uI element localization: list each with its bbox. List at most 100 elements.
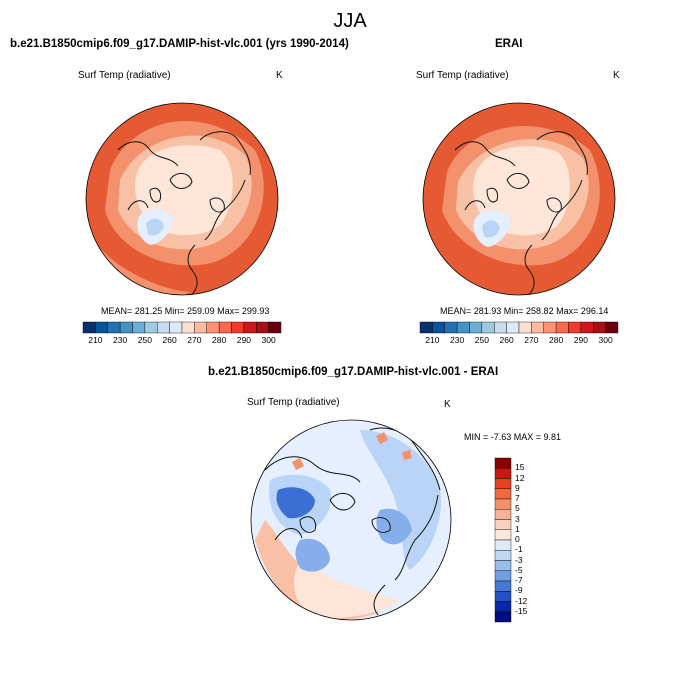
model-colorbar-swatch <box>206 321 220 334</box>
model-colorbar-tick: 290 <box>236 335 251 345</box>
obs-variable-label: Surf Temp (radiative) <box>416 70 509 81</box>
diff-colorbar-tick: 15 <box>515 462 525 473</box>
model-greenland-core <box>146 218 164 236</box>
diff-colorbar-swatch <box>494 457 512 469</box>
diff-colorbar <box>494 457 512 623</box>
model-colorbar-swatch <box>256 321 269 334</box>
diff-colorbar-tick: -9 <box>515 585 523 596</box>
diff-colorbar-tick: 5 <box>515 503 520 514</box>
obs-colorbar-tick: 250 <box>474 335 489 345</box>
model-colorbar-swatch <box>218 321 232 334</box>
diff-colorbar-swatch <box>494 498 512 510</box>
diff-colorbar-tick: 1 <box>515 523 520 534</box>
obs-colorbar-swatch <box>543 321 557 334</box>
obs-colorbar-swatch <box>469 321 483 334</box>
obs-colorbar-tick: 260 <box>499 335 514 345</box>
diff-warm-atlantic <box>255 520 380 620</box>
diff-units-label: K <box>444 399 451 410</box>
diff-map-boundary <box>250 419 452 621</box>
model-units-label: K <box>276 70 283 81</box>
model-colorbar-swatch <box>95 321 108 334</box>
diff-colorbar-tick: 12 <box>515 472 525 483</box>
diff-cool-siberia <box>360 430 441 570</box>
model-colorbar-tick: 260 <box>162 335 177 345</box>
model-colorbar-swatch <box>132 321 146 334</box>
model-colorbar-tick: 300 <box>261 335 276 345</box>
diff-colorbar-swatch <box>494 591 512 602</box>
model-colorbar-tick: 270 <box>187 335 202 345</box>
diff-colorbar-swatch <box>494 611 512 623</box>
diff-colorbar-tick: 0 <box>515 534 520 544</box>
diff-colorbar-tick: -5 <box>515 564 523 575</box>
diff-warm-pale-south <box>294 560 400 618</box>
diff-cool-greenland <box>295 538 330 572</box>
obs-colorbar-swatch <box>555 321 569 334</box>
obs-polar-map <box>422 102 616 296</box>
model-polar-map <box>85 102 279 296</box>
diff-colorbar-tick: -1 <box>515 544 523 555</box>
obs-colorbar-swatch <box>531 321 544 334</box>
obs-colorbar-swatch <box>605 321 619 334</box>
diff-stats: MIN = -7.63 MAX = 9.81 <box>464 432 562 442</box>
obs-colorbar-swatch <box>456 321 470 334</box>
diff-colorbar-tick: -15 <box>515 605 528 616</box>
diff-colorbar-tick: -7 <box>515 575 523 585</box>
obs-colorbar-tick: 210 <box>425 335 440 345</box>
diff-colorbar-swatch <box>494 539 512 551</box>
obs-colorbar-swatch <box>432 321 445 334</box>
obs-map-boundary <box>422 102 616 296</box>
diff-colorbar-tick: -3 <box>515 554 523 565</box>
diff-variable-label: Surf Temp (radiative) <box>247 397 340 408</box>
model-colorbar-tick: 250 <box>137 335 152 345</box>
obs-colorbar-swatch <box>506 321 520 334</box>
diff-colorbar-swatch <box>494 570 512 582</box>
obs-panel-title: ERAI <box>495 38 523 50</box>
obs-colorbar-swatch <box>568 321 582 334</box>
diff-colorbar-swatch <box>494 580 512 592</box>
diff-panel-title: b.e21.B1850cmip6.f09_g17.DAMIP-hist-vlc.… <box>208 366 499 378</box>
figure-title: JJA <box>333 10 367 32</box>
obs-colorbar-swatch <box>444 321 458 334</box>
diff-colorbar-swatch <box>494 509 512 520</box>
model-panel-title: b.e21.B1850cmip6.f09_g17.DAMIP-hist-vlc.… <box>10 38 349 50</box>
obs-colorbar-swatch <box>494 321 507 334</box>
obs-colorbar-swatch <box>593 321 606 334</box>
obs-colorbar-swatch <box>518 321 532 334</box>
diff-colorbar-swatch <box>494 529 512 541</box>
obs-colorbar-tick: 290 <box>573 335 588 345</box>
obs-colorbar-tick: 280 <box>549 335 564 345</box>
model-map-boundary <box>85 102 279 296</box>
obs-colorbar-tick: 230 <box>450 335 465 345</box>
diff-polar-map <box>250 419 452 621</box>
diff-colorbar-tick: 9 <box>515 482 520 493</box>
model-colorbar-swatch <box>194 321 207 334</box>
obs-colorbar-swatch <box>481 321 495 334</box>
diff-colorbar-tick: 3 <box>515 513 520 524</box>
obs-colorbar-swatch <box>419 321 433 334</box>
model-colorbar-swatch <box>268 321 282 334</box>
diff-colorbar-swatch <box>494 601 512 612</box>
diff-cool-canada-core <box>276 487 315 519</box>
obs-stats: MEAN= 281.93 Min= 258.82 Max= 296.14 <box>440 306 609 316</box>
model-colorbar-swatch <box>82 321 96 334</box>
model-stats: MEAN= 281.25 Min= 259.09 Max= 299.93 <box>101 306 270 316</box>
model-colorbar <box>82 321 282 334</box>
model-colorbar-tick: 210 <box>88 335 103 345</box>
diff-colorbar-swatch <box>494 488 512 500</box>
diff-cool-eurasia-core <box>376 508 412 545</box>
model-colorbar-tick: 280 <box>212 335 227 345</box>
model-colorbar-swatch <box>243 321 257 334</box>
obs-colorbar-tick: 300 <box>598 335 613 345</box>
model-colorbar-swatch <box>157 321 170 334</box>
obs-colorbar-tick: 270 <box>524 335 539 345</box>
diff-colorbar-swatch <box>494 468 512 479</box>
diff-colorbar-swatch <box>494 560 512 571</box>
diff-colorbar-tick: -12 <box>515 595 528 606</box>
obs-colorbar <box>419 321 619 334</box>
model-coastlines <box>117 131 251 295</box>
model-colorbar-swatch <box>144 321 158 334</box>
model-colorbar-swatch <box>107 321 121 334</box>
obs-colorbar-swatch <box>580 321 594 334</box>
diff-coastlines <box>264 427 441 616</box>
